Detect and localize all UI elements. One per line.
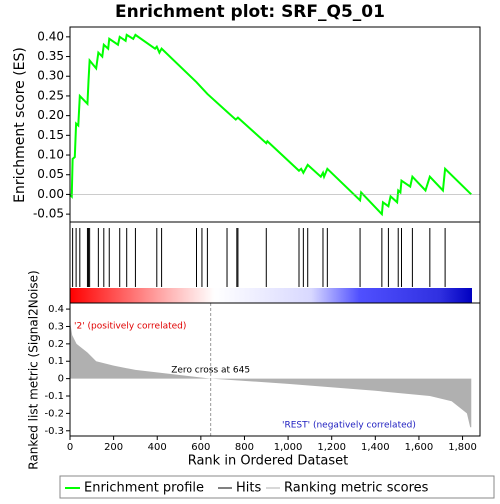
y-tick-label: 0.05 xyxy=(37,167,64,181)
x-axis-label: Rank in Ordered Dataset xyxy=(188,454,349,469)
y-tick-label: 0.25 xyxy=(37,88,64,102)
y-tick-label: 0.00 xyxy=(37,187,64,201)
x-tick-label: 1,400 xyxy=(361,442,390,453)
legend-label: Ranking metric scores xyxy=(284,481,429,496)
y-axis-label: Ranked list metric (Signal2Noise) xyxy=(27,270,41,469)
metric-frame xyxy=(69,302,481,437)
y-tick-label: 0.2 xyxy=(48,339,64,350)
rank-color-bar xyxy=(70,288,472,303)
y-tick-label: 0.10 xyxy=(37,148,64,162)
legend-label: Hits xyxy=(236,481,261,496)
y-tick-label: -0.1 xyxy=(44,391,64,402)
x-tick-label: 800 xyxy=(235,442,254,453)
y-tick-label: 0.40 xyxy=(37,29,64,43)
x-tick-label: 1,800 xyxy=(448,442,477,453)
y-tick-label: 0.35 xyxy=(37,49,64,63)
metric-area xyxy=(70,321,472,428)
y-tick-label: 0.15 xyxy=(37,128,64,142)
legend-label: Enrichment profile xyxy=(84,481,204,496)
y-tick-label: -0.2 xyxy=(44,408,64,419)
x-tick-label: 0 xyxy=(67,442,73,453)
y-tick-label: 0.30 xyxy=(37,69,64,83)
x-tick-label: 1,600 xyxy=(405,442,434,453)
y-tick-label: 0 xyxy=(58,374,64,385)
enrichment-line xyxy=(69,33,472,217)
y-tick-label: 0.1 xyxy=(48,356,64,367)
y-axis-label: Enrichment score (ES) xyxy=(12,47,28,203)
x-tick-label: 600 xyxy=(191,442,210,453)
x-tick-label: 1,000 xyxy=(274,442,303,453)
legend-box xyxy=(59,475,495,499)
x-tick-label: 400 xyxy=(148,442,167,453)
y-tick-label: -0.05 xyxy=(33,207,64,221)
x-tick-label: 1,200 xyxy=(317,442,346,453)
negative-label: 'REST' (negatively correlated) xyxy=(282,421,416,431)
y-tick-label: -0.3 xyxy=(44,426,64,437)
x-tick-label: 200 xyxy=(104,442,123,453)
y-tick-label: 0.4 xyxy=(48,304,64,315)
positive-label: '2' (positively correlated) xyxy=(74,322,186,332)
y-tick-label: 0.3 xyxy=(48,321,64,332)
zero-cross-label: Zero cross at 645 xyxy=(171,366,250,376)
y-tick-label: 0.20 xyxy=(37,108,64,122)
chart-title: Enrichment plot: SRF_Q5_01 xyxy=(115,2,385,22)
